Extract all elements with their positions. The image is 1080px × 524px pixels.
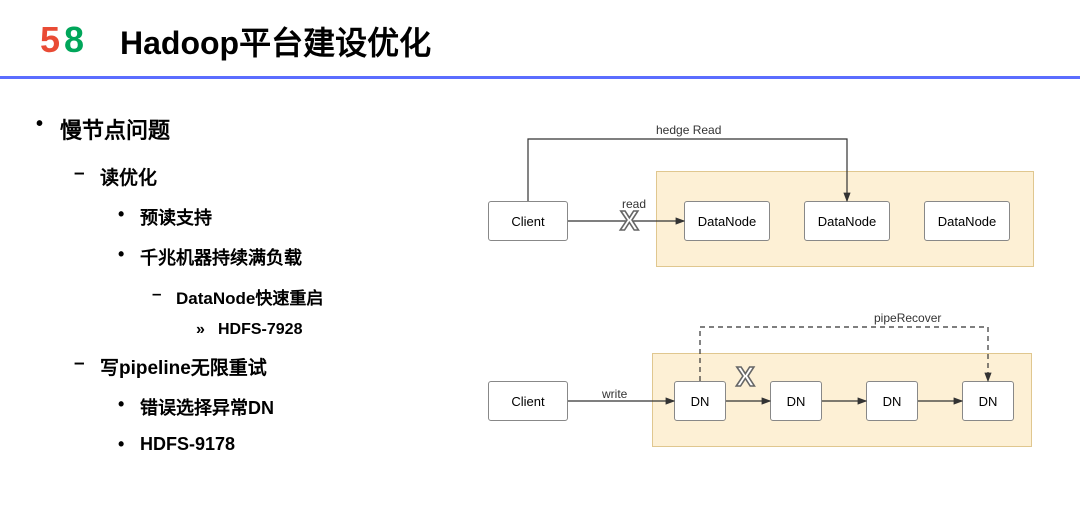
logo-58: 5 8	[40, 21, 92, 61]
bullet-l2-read: 读优化	[100, 163, 480, 190]
x-mark-icon: X	[736, 361, 755, 393]
bullet-l5-hdfs7928: HDFS-7928	[218, 321, 480, 339]
edge-label: write	[602, 387, 627, 401]
logo-digit-5: 5	[40, 19, 60, 61]
bullet-l3-wrong-dn: 错误选择异常DN	[140, 394, 480, 420]
content: 慢节点问题 读优化 预读支持 千兆机器持续满负载 DataNode快速重启 HD…	[0, 79, 1080, 469]
node-dn3: DataNode	[924, 201, 1010, 241]
bullet-l2-write-pipeline: 写pipeline无限重试	[100, 353, 480, 380]
node-client: Client	[488, 381, 568, 421]
node-dn2: DN	[770, 381, 822, 421]
bullet-l3-gigabit: 千兆机器持续满负载	[140, 244, 480, 270]
node-dn2: DataNode	[804, 201, 890, 241]
edge-label: hedge Read	[656, 123, 721, 137]
node-dn1: DataNode	[684, 201, 770, 241]
diagram-write: Client DN DN DN DN write pipeRecover X	[480, 307, 1040, 457]
node-dn4: DN	[962, 381, 1014, 421]
node-client: Client	[488, 201, 568, 241]
bullet-l1: 慢节点问题	[60, 113, 480, 145]
x-mark-icon: X	[620, 205, 639, 237]
bullet-outline: 慢节点问题 读优化 预读支持 千兆机器持续满负载 DataNode快速重启 HD…	[60, 107, 480, 469]
header: 5 8 Hadoop平台建设优化	[0, 0, 1080, 79]
page-title: Hadoop平台建设优化	[120, 18, 431, 64]
node-dn1: DN	[674, 381, 726, 421]
diagram-read: ClientDataNodeDataNodeDataNodereadhedge …	[480, 123, 1040, 273]
node-dn3: DN	[866, 381, 918, 421]
bullet-l3-hdfs9178: HDFS-9178	[140, 434, 480, 455]
bullet-l3-preread: 预读支持	[140, 204, 480, 230]
edge-label: pipeRecover	[874, 311, 941, 325]
logo-digit-8: 8	[64, 19, 84, 61]
diagram-area: ClientDataNodeDataNodeDataNodereadhedge …	[480, 107, 1060, 467]
bullet-l4-datanode-restart: DataNode快速重启	[176, 284, 480, 309]
